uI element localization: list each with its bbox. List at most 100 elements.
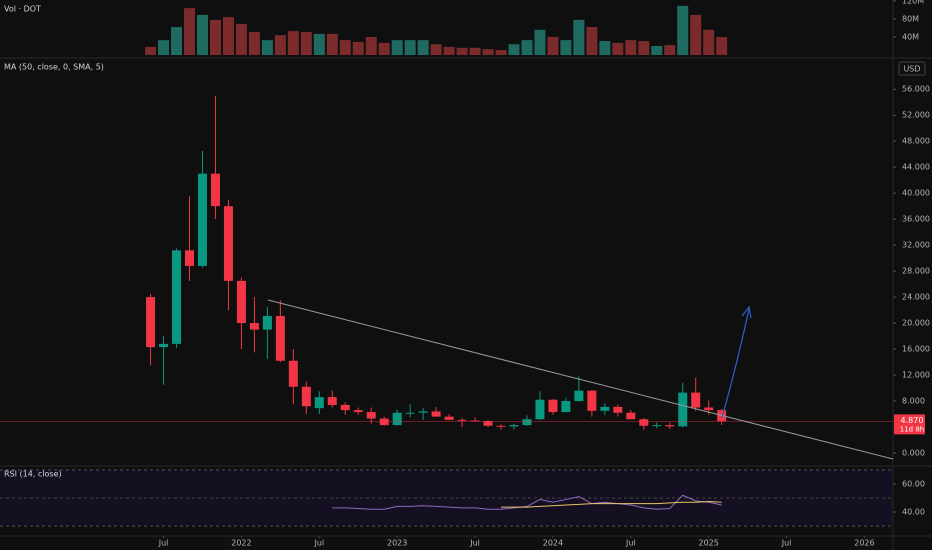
y-tick-label: 48.000 xyxy=(902,137,930,146)
y-tick-label: 120M xyxy=(902,0,924,5)
x-tick-label: 2025 xyxy=(699,539,719,548)
y-tick-label: 56.000 xyxy=(902,85,930,94)
arrow-head xyxy=(741,305,752,319)
y-tick-label: 44.000 xyxy=(902,163,930,172)
x-tick-label: Jul xyxy=(158,539,169,548)
candle-body xyxy=(353,410,363,413)
volume-bar xyxy=(261,40,273,56)
rsi-title: RSI (14, close) xyxy=(4,470,62,479)
rsi-line xyxy=(501,501,722,508)
candle-body xyxy=(392,412,402,426)
volume-bar xyxy=(235,23,247,56)
candle-body xyxy=(197,173,207,266)
y-tick-label: 40.00 xyxy=(902,508,925,517)
volume-bar xyxy=(222,17,234,56)
volume-bar xyxy=(171,27,183,56)
candle-body xyxy=(691,392,701,408)
volume-bar xyxy=(534,29,546,56)
x-tick-label: Jul xyxy=(625,539,636,548)
volume-bar xyxy=(677,5,689,56)
candle-body xyxy=(172,250,182,344)
x-tick-label: 2022 xyxy=(231,539,251,548)
x-tick-label: 2024 xyxy=(543,539,563,548)
candle-body xyxy=(327,397,337,405)
candle-body xyxy=(704,407,714,411)
volume-title: Vol · DOT xyxy=(4,5,41,14)
y-tick-label: 40M xyxy=(902,32,919,41)
volume-bar xyxy=(495,50,507,56)
y-tick-label: 40.000 xyxy=(902,189,930,198)
last-price-label: 4.870 xyxy=(901,416,924,425)
volume-bar xyxy=(521,40,533,56)
volume-bar xyxy=(547,36,559,56)
candle-body xyxy=(405,412,415,414)
y-tick-label: 80M xyxy=(902,14,919,23)
projection-arrow xyxy=(721,308,750,419)
price-title: MA (50, close, 0, SMA, 5) xyxy=(4,63,104,72)
volume-bar xyxy=(456,47,468,56)
candle-body xyxy=(678,392,688,427)
volume-bar xyxy=(482,49,494,56)
candle-body xyxy=(288,360,298,387)
y-tick-label: 32.000 xyxy=(902,241,930,250)
x-tick-label: 2023 xyxy=(387,539,407,548)
volume-bar xyxy=(664,45,676,56)
volume-bar xyxy=(417,40,429,56)
candle-body xyxy=(535,399,545,420)
candle-body xyxy=(457,419,467,421)
candle-body xyxy=(185,250,195,266)
candle-body xyxy=(626,412,636,420)
candle-body xyxy=(223,206,233,281)
candle-body xyxy=(587,390,597,411)
candle-body xyxy=(639,419,649,426)
volume-bar xyxy=(145,46,157,56)
volume-bar xyxy=(365,36,377,56)
candle-body xyxy=(574,390,584,402)
candle-body xyxy=(340,404,350,411)
candle-body xyxy=(522,419,532,426)
volume-bar xyxy=(612,42,624,56)
x-tick-label: 2026 xyxy=(854,539,874,548)
volume-bar xyxy=(274,35,286,56)
volume-bar xyxy=(248,32,260,56)
y-tick-label: 20.000 xyxy=(902,319,930,328)
rsi-line xyxy=(332,494,722,510)
volume-bar xyxy=(378,42,390,56)
volume-bar xyxy=(404,40,416,56)
volume-bar xyxy=(573,19,585,56)
candle-body xyxy=(159,343,169,348)
y-tick-label: 16.000 xyxy=(902,345,930,354)
candle-body xyxy=(236,280,246,324)
currency-box[interactable] xyxy=(898,61,926,76)
volume-bar xyxy=(469,47,481,56)
volume-bar xyxy=(638,41,650,56)
x-tick-label: Jul xyxy=(469,539,480,548)
candle-body xyxy=(548,399,558,413)
y-tick-label: 60.00 xyxy=(902,480,925,489)
y-tick-label: 12.000 xyxy=(902,371,930,380)
candle-body xyxy=(483,421,493,426)
volume-bar xyxy=(313,33,325,56)
volume-bar xyxy=(651,45,663,56)
candle-body xyxy=(275,315,285,361)
volume-bar xyxy=(560,40,572,56)
volume-bar xyxy=(196,14,208,56)
candle-body xyxy=(379,418,389,426)
trend-line xyxy=(267,299,894,460)
volume-bar xyxy=(716,36,728,56)
volume-bar xyxy=(158,40,170,56)
candle-body xyxy=(561,401,571,413)
y-tick-label: 0.000 xyxy=(902,449,925,458)
candle-body xyxy=(418,411,428,413)
volume-bar xyxy=(339,40,351,56)
candle-body xyxy=(470,420,480,422)
currency[interactable]: USD xyxy=(903,65,920,74)
volume-bar xyxy=(625,40,637,56)
volume-bar xyxy=(443,46,455,56)
candle-body xyxy=(249,323,259,330)
candle-body xyxy=(314,397,324,409)
y-tick-label: 52.000 xyxy=(902,111,930,120)
